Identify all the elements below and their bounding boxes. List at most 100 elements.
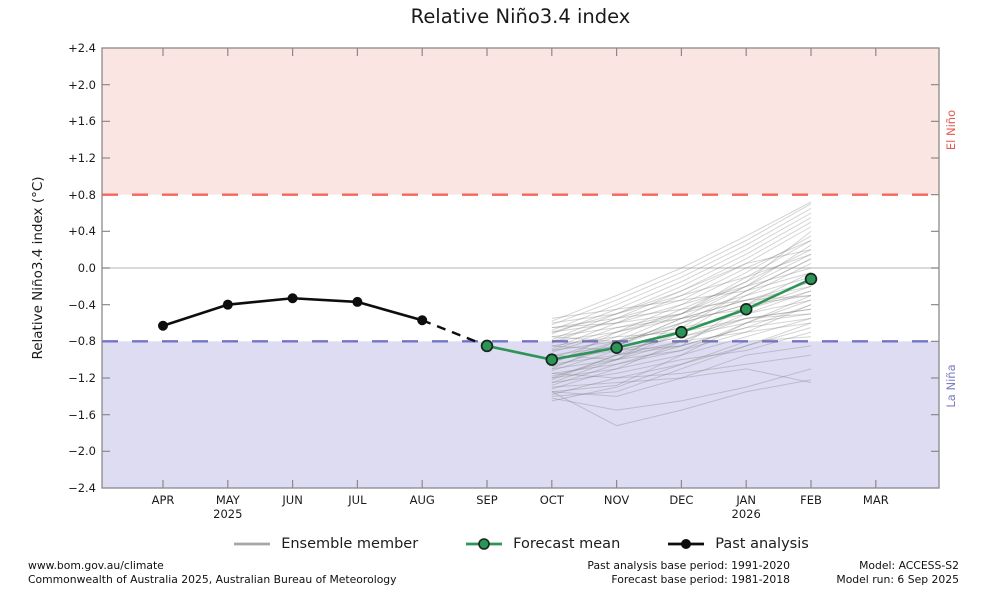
ensemble-member-line [551,336,812,402]
ensemble-member-line [551,258,812,377]
x-year-label: 2025 [213,507,243,521]
x-tick-label: MAR [862,493,889,507]
ensemble-member-line [551,272,812,386]
past-forecast-connector [421,319,488,348]
x-tick-label: DEC [669,493,694,507]
ensemble-member-line [551,345,812,397]
ensemble-member-line [551,295,812,393]
ensemble-member-line [551,304,812,361]
ensemble-member-line [551,285,812,329]
ensemble-member-line [551,207,812,331]
y-tick-label: −2.0 [68,444,96,459]
la-nina-band [102,341,939,488]
ensemble-member-line [551,221,812,344]
ensemble-member-line [551,244,812,351]
ensemble-member-line [551,212,812,335]
forecast-mean-marker [610,341,623,355]
ensemble-member-line [551,354,812,395]
past-analysis-marker [158,320,168,331]
ensemble-member-line [551,249,812,359]
ensemble-member-line [551,368,812,411]
past-analysis-marker [352,296,363,307]
x-tick-label: MAY [215,493,240,507]
y-tick-label: +2.0 [68,77,96,92]
ensemble-member-line [551,317,812,379]
x-tick-label: OCT [539,493,564,507]
forecast-mean-marker [804,272,818,286]
forecast-mean-marker [545,353,559,366]
ensemble-member-line [551,327,812,379]
footer-past-base-period: Past analysis base period: 1991-2020 [587,559,790,572]
ensemble-member-line [551,322,812,365]
el-nino-band-label: El Niño [944,109,958,151]
x-tick-label: JUN [282,493,303,507]
x-tick-label: FEB [800,493,822,507]
legend: Ensemble member Forecast mean Past analy… [102,530,939,558]
past-analysis-line-icon [668,539,705,549]
ensemble-member-line [551,281,812,356]
y-tick-label: −0.4 [68,297,96,312]
ensemble-member-line [551,290,812,361]
footer-base-periods: Past analysis base period: 1991-2020 For… [587,559,790,586]
la-nina-band-label: La Niña [944,364,958,408]
forecast-mean-line [486,277,812,361]
forecast-mean-line-icon [466,538,503,550]
ensemble-member-line [551,299,812,374]
y-tick-label: −2.4 [68,481,96,495]
x-tick-label: AUG [409,493,435,507]
footer-url: www.bom.gov.au/climate [28,559,164,572]
legend-item-forecast: Forecast mean [464,536,620,552]
past-analysis-marker [417,315,428,326]
y-tick-label: 0.0 [77,261,96,275]
ensemble-member-line [551,304,812,384]
x-tick-label: APR [151,493,175,507]
ensemble-member-line [551,203,812,326]
forecast-mean-marker [675,325,688,339]
x-year-label: 2026 [731,507,761,521]
footer-model-run: Model run: 6 Sep 2025 [836,572,959,586]
y-tick-label: +2.4 [68,40,96,55]
legend-label-forecast: Forecast mean [513,536,621,552]
ensemble-member-line [551,240,812,362]
legend-label-ensemble: Ensemble member [281,536,419,552]
ensemble-member-line [551,290,812,338]
legend-item-ensemble: Ensemble member [232,536,418,552]
forecast-mean-marker [480,339,494,353]
y-tick-label: +1.6 [68,114,96,129]
chart-title: Relative Niño3.4 index [410,5,631,28]
ensemble-member-line [551,230,812,329]
ensemble-member-line [551,267,812,333]
y-tick-label: −1.6 [68,407,96,422]
ensemble-member-line [551,322,812,397]
ensemble-member-line [551,226,812,350]
x-tick-label: JUL [348,493,367,507]
ensemble-member-line [551,368,812,388]
legend-label-past: Past analysis [715,536,809,552]
ensemble-member-line [551,308,812,390]
x-tick-label: JAN [736,493,757,507]
ensemble-member-line [551,217,812,340]
ensemble-member-line [551,331,812,384]
x-tick-label: SEP [476,493,498,507]
ensemble-member-line [551,249,812,333]
y-tick-label: +0.4 [68,224,96,239]
x-tick-label: NOV [603,493,630,507]
y-tick-label: −0.8 [68,334,96,349]
ensemble-member-line [551,276,812,342]
y-tick-label: +1.2 [68,150,96,165]
y-tick-label: +0.8 [68,187,96,202]
ensemble-member-line [551,235,812,365]
ensemble-member-line [551,295,812,342]
footer-copyright: Commonwealth of Australia 2025, Australi… [28,572,397,586]
ensemble-member-line [551,379,812,427]
footer-forecast-base-period: Forecast base period: 1981-2018 [611,572,790,586]
past-analysis-marker [287,293,298,304]
ensemble-member-line [551,240,812,342]
el-nino-band [102,48,939,195]
footer-model-info: Model: ACCESS-S2 Model run: 6 Sep 2025 [836,559,959,586]
footer-model: Model: ACCESS-S2 [859,559,959,572]
y-tick-label: −1.2 [68,371,96,385]
ensemble-member-line [551,317,812,379]
